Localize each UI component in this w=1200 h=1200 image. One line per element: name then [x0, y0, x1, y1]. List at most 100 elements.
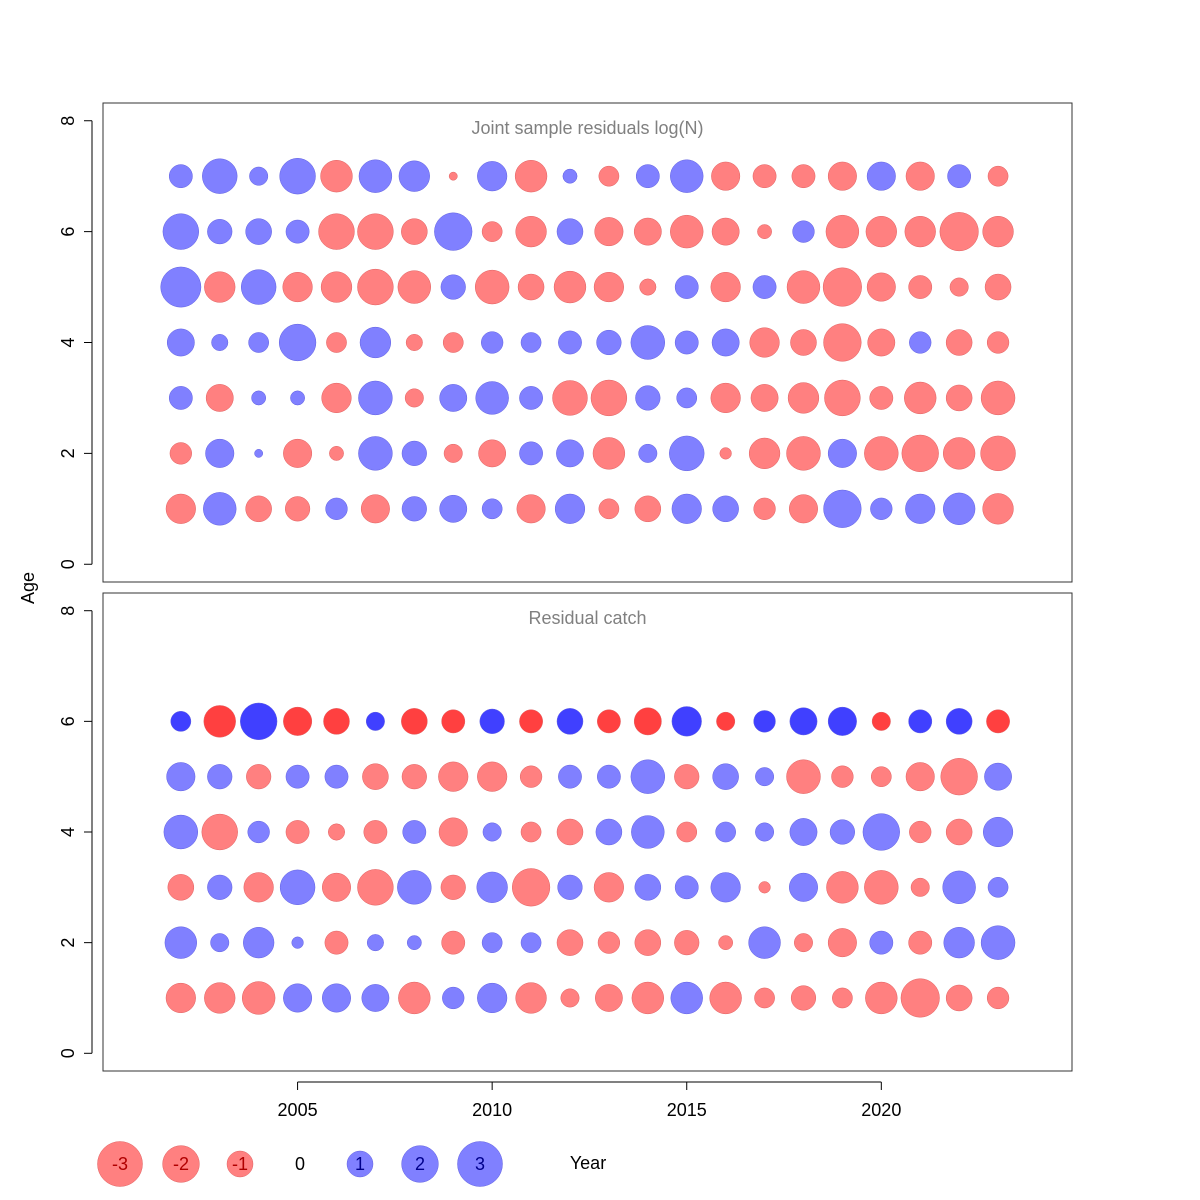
bubble-p1-age7-2006: [320, 160, 353, 193]
x-tick-label-2015: 2015: [667, 1100, 707, 1120]
bubble-p1-age6-2005: [285, 219, 310, 244]
bubble-p2-age4-2006: [328, 823, 345, 841]
legend-bubble--2: [162, 1145, 200, 1183]
legend-label-1: 1: [355, 1154, 365, 1174]
bubble-p1-age7-2021: [905, 161, 935, 191]
y-tick-label-1-4: 4: [58, 337, 78, 347]
bubble-p1-age1-2009: [439, 494, 468, 523]
bubble-p1-age1-2015: [671, 493, 702, 524]
bubble-p1-age6-2008: [401, 218, 428, 245]
bubble-p2-age5-2020: [871, 766, 892, 787]
bubble-p2-age3-2007: [357, 869, 394, 906]
panel-title-1: Joint sample residuals log(N): [471, 118, 703, 138]
bubble-p1-age3-2003: [205, 384, 234, 412]
bubble-p1-age3-2004: [251, 390, 267, 406]
y-tick-label-1-0: 0: [58, 559, 78, 569]
bubble-p1-age1-2020: [870, 497, 893, 520]
y-tick-label-1-6: 6: [58, 227, 78, 237]
bubble-p2-age5-2013: [597, 764, 621, 789]
bubble-p1-age4-2018: [790, 329, 817, 356]
bubble-p1-age4-2022: [945, 329, 973, 356]
y-tick-label-1-8: 8: [58, 116, 78, 126]
bubble-p1-age2-2013: [592, 437, 626, 470]
y-tick-label-2-8: 8: [58, 606, 78, 616]
bubble-p1-age3-2017: [750, 384, 779, 412]
bubble-p1-age4-2009: [442, 332, 464, 353]
bubble-p1-age6-2015: [670, 214, 704, 249]
bubble-p1-age2-2002: [169, 442, 192, 465]
bubble-p1-age3-2002: [168, 386, 193, 410]
bubble-p1-age3-2012: [552, 380, 588, 416]
bubble-p1-age4-2014: [630, 325, 666, 360]
legend-label--2: -2: [173, 1154, 189, 1174]
bubble-p2-age3-2019: [826, 871, 859, 904]
bubble-p1-age6-2004: [245, 218, 272, 245]
bubble-p2-age2-2023: [980, 925, 1016, 960]
bubble-p2-age5-2010: [477, 761, 508, 792]
bubble-p2-age6-2009: [441, 709, 466, 734]
bubble-p1-age5-2004: [240, 269, 277, 305]
bubble-p2-age3-2006: [322, 872, 351, 902]
bubble-p1-age3-2018: [787, 382, 820, 414]
bubble-p2-age5-2015: [674, 764, 700, 790]
bubble-p2-age5-2011: [519, 765, 543, 788]
bubble-p1-age6-2017: [757, 224, 772, 239]
bubble-p2-age5-2002: [166, 762, 196, 792]
bubble-p1-age6-2009: [434, 212, 473, 251]
y-tick-label-2-4: 4: [58, 827, 78, 837]
bubble-p2-age6-2015: [671, 706, 702, 737]
bubble-p1-age6-2016: [711, 217, 740, 246]
bubble-p1-age3-2005: [290, 390, 305, 406]
bubble-p1-age7-2020: [866, 161, 896, 191]
bubble-p2-age6-2007: [365, 711, 385, 731]
bubble-p1-age4-2008: [405, 334, 423, 351]
bubble-p1-age3-2022: [945, 384, 973, 412]
bubble-p2-age5-2017: [755, 767, 775, 787]
bubble-p1-age7-2008: [398, 160, 430, 192]
bubble-p2-age6-2004: [240, 702, 278, 740]
bubble-p2-age2-2005: [291, 936, 304, 949]
bubble-p2-age6-2013: [597, 709, 621, 734]
bubble-p2-age6-2005: [283, 706, 313, 736]
bubble-p2-age1-2020: [865, 981, 898, 1015]
bubble-p1-age5-2017: [752, 275, 777, 299]
bubble-p1-age7-2016: [711, 161, 741, 191]
bubble-p2-age6-2006: [323, 708, 350, 735]
bubble-p2-age6-2016: [716, 711, 736, 731]
bubble-p1-age3-2014: [635, 385, 661, 411]
bubble-p1-age7-2003: [202, 158, 238, 194]
bubble-p2-age4-2022: [945, 818, 973, 846]
bubble-p2-age3-2003: [207, 874, 233, 900]
bubble-p2-age5-2023: [984, 762, 1012, 791]
bubble-p1-age3-2021: [904, 381, 937, 415]
bubble-p1-age6-2021: [904, 216, 936, 248]
bubble-p2-age4-2015: [676, 821, 698, 843]
bubble-p1-age5-2009: [440, 274, 466, 300]
bubble-p2-age6-2002: [170, 711, 192, 732]
bubble-p2-age5-2012: [558, 764, 582, 789]
bubble-p2-age2-2006: [324, 930, 349, 955]
bubble-p2-age4-2012: [556, 818, 584, 846]
bubble-p2-age2-2011: [520, 932, 542, 953]
bubble-p2-age2-2007: [366, 934, 384, 952]
bubble-p1-age2-2022: [942, 437, 976, 470]
bubble-p1-age1-2014: [634, 495, 662, 523]
bubble-p2-age1-2014: [631, 981, 664, 1015]
bubble-p1-age7-2002: [168, 164, 193, 189]
bubble-p1-age7-2023: [987, 165, 1009, 187]
bubble-p2-age3-2014: [634, 874, 662, 901]
bubble-p1-age4-2004: [248, 332, 269, 353]
bubble-p2-age2-2012: [556, 929, 584, 956]
bubble-p1-age7-2022: [947, 164, 972, 189]
bubble-p2-age1-2004: [241, 981, 276, 1015]
bubble-p1-age2-2023: [980, 435, 1016, 472]
legend-bubble-1: [346, 1150, 374, 1178]
bubble-p1-age7-2011: [514, 160, 548, 193]
bubble-p1-age4-2007: [359, 326, 392, 359]
bubble-p2-age4-2004: [247, 820, 270, 844]
bubble-p2-age6-2003: [203, 705, 236, 738]
bubble-p1-age1-2017: [753, 497, 776, 520]
bubble-p2-age4-2005: [285, 820, 310, 844]
bubble-p1-age7-2009: [448, 171, 458, 181]
bubble-p1-age3-2015: [676, 387, 698, 409]
